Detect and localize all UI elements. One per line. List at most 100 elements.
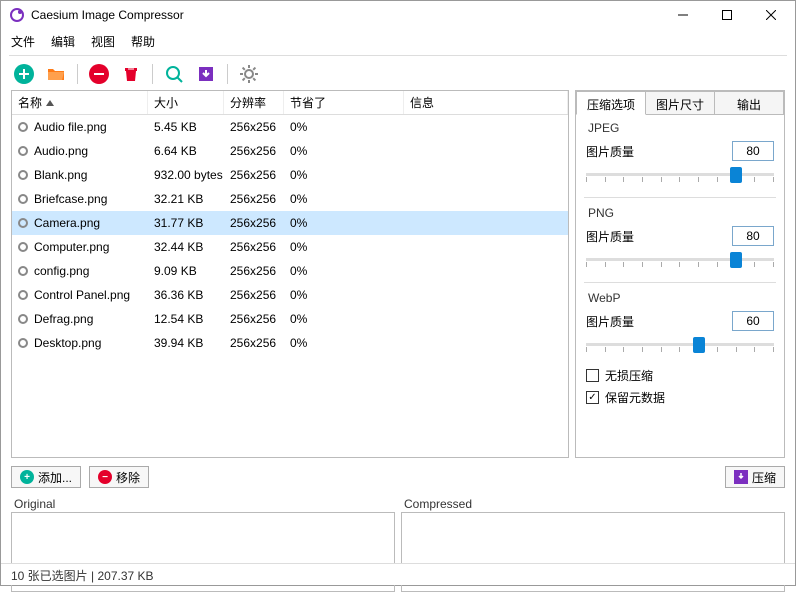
file-name: Desktop.png [34, 336, 101, 350]
status-icon [18, 218, 28, 228]
file-saved: 0% [284, 216, 404, 230]
table-row[interactable]: Camera.png31.77 KB256x2560% [12, 211, 568, 235]
keep-metadata-checkbox-row[interactable]: ✓ 保留元数据 [586, 389, 774, 406]
table-row[interactable]: Audio file.png5.45 KB256x2560% [12, 115, 568, 139]
plus-icon: + [20, 470, 34, 484]
tab-compress-options[interactable]: 压缩选项 [576, 91, 646, 115]
jpeg-quality-label: 图片质量 [586, 143, 634, 160]
toolbar-clear-button[interactable] [118, 61, 144, 87]
compress-button[interactable]: 压缩 [725, 466, 785, 488]
tab-output[interactable]: 输出 [714, 91, 784, 115]
status-icon [18, 242, 28, 252]
toolbar [1, 58, 795, 90]
keep-metadata-checkbox[interactable]: ✓ [586, 391, 599, 404]
table-row[interactable]: Blank.png932.00 bytes256x2560% [12, 163, 568, 187]
toolbar-remove-button[interactable] [86, 61, 112, 87]
title-bar: Caesium Image Compressor [1, 1, 795, 29]
lossless-checkbox-row[interactable]: 无损压缩 [586, 367, 774, 384]
file-saved: 0% [284, 288, 404, 302]
status-icon [18, 290, 28, 300]
status-icon [18, 170, 28, 180]
file-saved: 0% [284, 192, 404, 206]
toolbar-compress-button[interactable] [193, 61, 219, 87]
file-resolution: 256x256 [224, 264, 284, 278]
lossless-label: 无损压缩 [605, 367, 653, 384]
column-info[interactable]: 信息 [404, 91, 568, 114]
file-saved: 0% [284, 168, 404, 182]
lossless-checkbox[interactable] [586, 369, 599, 382]
table-row[interactable]: config.png9.09 KB256x2560% [12, 259, 568, 283]
table-row[interactable]: Defrag.png12.54 KB256x2560% [12, 307, 568, 331]
status-icon [18, 146, 28, 156]
file-name: Blank.png [34, 168, 87, 182]
webp-quality-value[interactable]: 60 [732, 311, 774, 331]
column-saved[interactable]: 节省了 [284, 91, 404, 114]
file-size: 32.21 KB [148, 192, 224, 206]
table-row[interactable]: Control Panel.png36.36 KB256x2560% [12, 283, 568, 307]
action-bar: + 添加... − 移除 压缩 [11, 464, 785, 490]
status-icon [18, 266, 28, 276]
tab-image-size[interactable]: 图片尺寸 [645, 91, 715, 115]
file-resolution: 256x256 [224, 312, 284, 326]
status-icon [18, 122, 28, 132]
jpeg-group-title: JPEG [586, 121, 774, 135]
close-button[interactable] [749, 1, 793, 29]
webp-group-title: WebP [586, 291, 774, 305]
minimize-button[interactable] [661, 1, 705, 29]
compress-icon [195, 63, 217, 85]
add-button[interactable]: + 添加... [11, 466, 81, 488]
file-size: 932.00 bytes [148, 168, 224, 182]
file-name: config.png [34, 264, 89, 278]
file-table: 名称 大小 分辨率 节省了 信息 Audio file.png 5.45 KB 25… [11, 90, 569, 458]
toolbar-settings-button[interactable] [236, 61, 262, 87]
file-name: Control Panel.png [34, 288, 130, 302]
keep-metadata-label: 保留元数据 [605, 389, 665, 406]
file-resolution: 256x256 [224, 192, 284, 206]
minus-icon: − [98, 470, 112, 484]
menu-view[interactable]: 视图 [91, 33, 115, 50]
file-saved: 0% [284, 240, 404, 254]
app-icon [9, 7, 25, 23]
file-name: Defrag.png [34, 312, 93, 326]
file-saved: 0% [284, 120, 404, 134]
column-size[interactable]: 大小 [148, 91, 224, 114]
png-quality-label: 图片质量 [586, 228, 634, 245]
png-group-title: PNG [586, 206, 774, 220]
file-name: Camera.png [34, 216, 100, 230]
file-size: 5.45 KB [148, 120, 224, 134]
table-row[interactable]: Briefcase.png32.21 KB256x2560% [12, 187, 568, 211]
column-name[interactable]: 名称 [12, 91, 148, 114]
toolbar-add-button[interactable] [11, 61, 37, 87]
file-resolution: 256x256 [224, 288, 284, 302]
file-size: 6.64 KB [148, 144, 224, 158]
jpeg-quality-value[interactable]: 80 [732, 141, 774, 161]
file-resolution: 256x256 [224, 240, 284, 254]
column-resolution[interactable]: 分辨率 [224, 91, 284, 114]
file-saved: 0% [284, 336, 404, 350]
menu-bar: 文件 编辑 视图 帮助 [1, 29, 795, 53]
file-saved: 0% [284, 312, 404, 326]
status-icon [18, 314, 28, 324]
file-saved: 0% [284, 264, 404, 278]
compress-icon [734, 470, 748, 484]
maximize-button[interactable] [705, 1, 749, 29]
original-label: Original [14, 497, 55, 511]
menu-file[interactable]: 文件 [11, 33, 35, 50]
menu-help[interactable]: 帮助 [131, 33, 155, 50]
file-name: Audio file.png [34, 120, 107, 134]
file-size: 32.44 KB [148, 240, 224, 254]
table-row[interactable]: Audio.png6.64 KB256x2560% [12, 139, 568, 163]
jpeg-quality-slider[interactable] [586, 165, 774, 187]
webp-quality-slider[interactable] [586, 335, 774, 357]
file-resolution: 256x256 [224, 216, 284, 230]
png-quality-slider[interactable] [586, 250, 774, 272]
menu-edit[interactable]: 编辑 [51, 33, 75, 50]
sort-asc-icon [46, 100, 54, 106]
table-row[interactable]: Computer.png32.44 KB256x2560% [12, 235, 568, 259]
toolbar-preview-button[interactable] [161, 61, 187, 87]
remove-button[interactable]: − 移除 [89, 466, 149, 488]
table-row[interactable]: Desktop.png39.94 KB256x2560% [12, 331, 568, 355]
webp-quality-label: 图片质量 [586, 313, 634, 330]
toolbar-open-folder-button[interactable] [43, 61, 69, 87]
png-quality-value[interactable]: 80 [732, 226, 774, 246]
